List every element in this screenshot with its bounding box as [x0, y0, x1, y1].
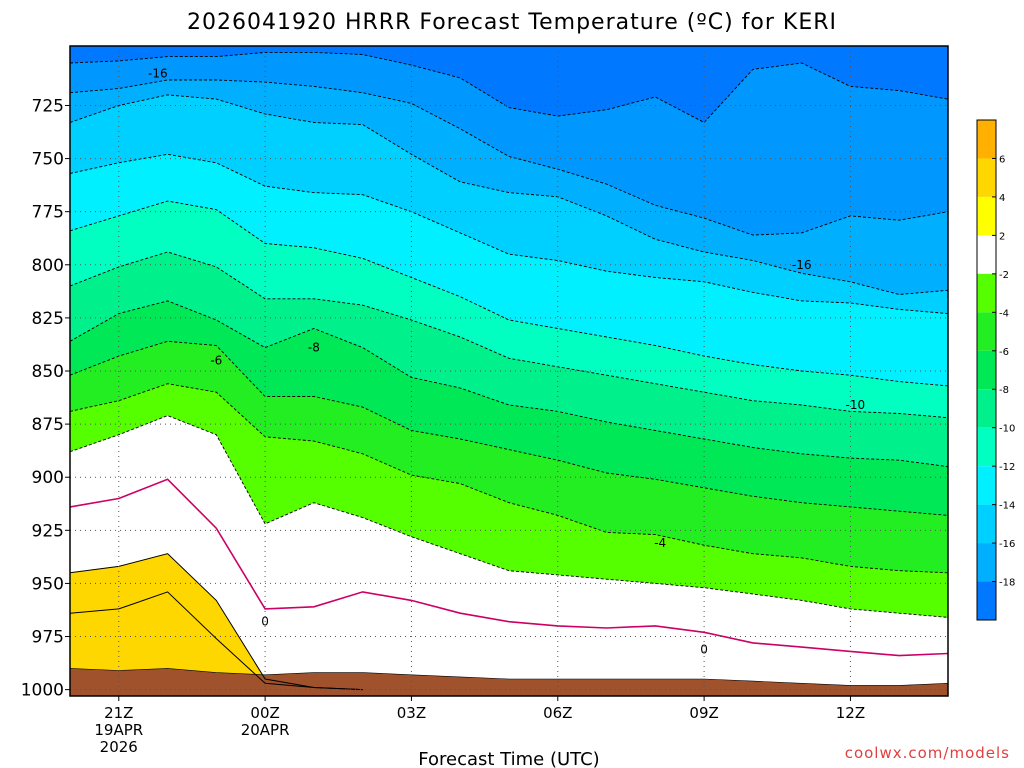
colorbar-label: -4 — [999, 308, 1009, 319]
isotherm-m6 — [70, 340, 948, 516]
x-tick-label: 20APR — [241, 721, 290, 739]
colorbar-swatch — [977, 427, 996, 467]
colorbar-label: -10 — [999, 424, 1015, 435]
isotherm-m20 — [70, 51, 948, 124]
colorbar-label: -14 — [999, 501, 1015, 512]
colorbar-label: -18 — [999, 578, 1015, 589]
colorbar-swatch — [977, 389, 996, 428]
chart-title: 2026041920 HRRR Forecast Temperature (ºC… — [187, 10, 837, 35]
x-tick-label: 21Z — [104, 704, 133, 722]
colorbar-label: -6 — [999, 347, 1009, 358]
isotherm-m16 — [70, 94, 948, 295]
x-tick-label: 2026 — [100, 738, 138, 756]
colorbar-swatch — [977, 543, 996, 582]
contour-label: -4 — [654, 536, 666, 550]
colorbar-swatch — [977, 504, 996, 544]
plot-layers: -16 -6 -8 -16 -10 -4 0 0 — [70, 46, 948, 696]
colorbar-label: -16 — [999, 539, 1015, 550]
contour-label: -6 — [210, 353, 222, 367]
y-tick-label: 975 — [32, 628, 64, 648]
isotherm-2 — [70, 591, 363, 691]
isotherm-m8 — [70, 300, 948, 468]
y-tick-label: 1000 — [21, 681, 64, 701]
isotherm-m12 — [70, 200, 948, 387]
colorbar-frame — [976, 119, 997, 621]
colorbar-label: -8 — [999, 385, 1009, 396]
colorbar-swatch — [977, 273, 996, 313]
contour-label: -16 — [792, 258, 812, 272]
contour-label: -8 — [308, 341, 320, 355]
colorbar-swatch — [977, 466, 996, 505]
isotherm-m2 — [70, 415, 948, 618]
colorbar-swatch — [977, 350, 996, 390]
terrain-ground — [70, 668, 948, 696]
colorbar-swatch — [977, 312, 996, 351]
x-tick-label: 09Z — [689, 704, 718, 722]
contour-label: 0 — [261, 615, 269, 629]
contour-label: -16 — [148, 67, 168, 81]
x-axis-title: Forecast Time (UTC) — [418, 749, 599, 768]
colorbar-label: -2 — [999, 270, 1009, 281]
colorbar-swatch — [977, 235, 996, 274]
credit-text: coolwx.com/models — [845, 744, 1010, 762]
y-tick-label: 850 — [32, 362, 64, 382]
y-tick-label: 725 — [32, 96, 64, 116]
y-tick-label: 825 — [32, 309, 64, 329]
x-tick-label: 12Z — [836, 704, 865, 722]
y-tick-label: 750 — [32, 150, 64, 170]
plot-area: -16 -6 -8 -16 -10 -4 0 0 — [69, 45, 949, 697]
y-tick-label: 950 — [32, 574, 64, 594]
colorbar-label: 2 — [999, 231, 1005, 242]
colorbar-label: 4 — [999, 193, 1005, 204]
colorbar-legend: 6 4 2 -2 -4 -6 -8 -10 -12 -14 -16 -18 — [976, 119, 1015, 621]
isotherm-m10 — [70, 251, 948, 419]
x-tick-label: 03Z — [397, 704, 426, 722]
y-tick-label: 925 — [32, 521, 64, 541]
colorbar-swatch — [977, 581, 996, 620]
fill-region-4 — [70, 553, 363, 696]
isotherm-m18 — [70, 79, 948, 236]
colorbar-label: 6 — [999, 154, 1005, 165]
y-tick-label: 875 — [32, 415, 64, 435]
fill-region-m2 — [70, 415, 948, 696]
y-tick-label: 775 — [32, 203, 64, 223]
contour-label: -10 — [846, 398, 866, 412]
y-axis: 725 750 775 800 825 850 875 900 925 950 975 1000 — [21, 96, 70, 701]
x-tick-label: 06Z — [543, 704, 572, 722]
isotherm-m4 — [70, 383, 948, 574]
y-tick-label: 900 — [32, 468, 64, 488]
contour-label: 0 — [700, 642, 708, 656]
colorbar-swatch — [977, 158, 996, 197]
y-tick-label: 800 — [32, 256, 64, 276]
colorbar-swatch — [977, 120, 996, 159]
isotherm-0 — [70, 478, 948, 657]
x-tick-label: 19APR — [94, 721, 143, 739]
x-tick-label: 00Z — [250, 704, 279, 722]
colorbar-swatch — [977, 196, 996, 236]
colorbar-label: -12 — [999, 462, 1015, 473]
isotherm-m14 — [70, 153, 948, 315]
